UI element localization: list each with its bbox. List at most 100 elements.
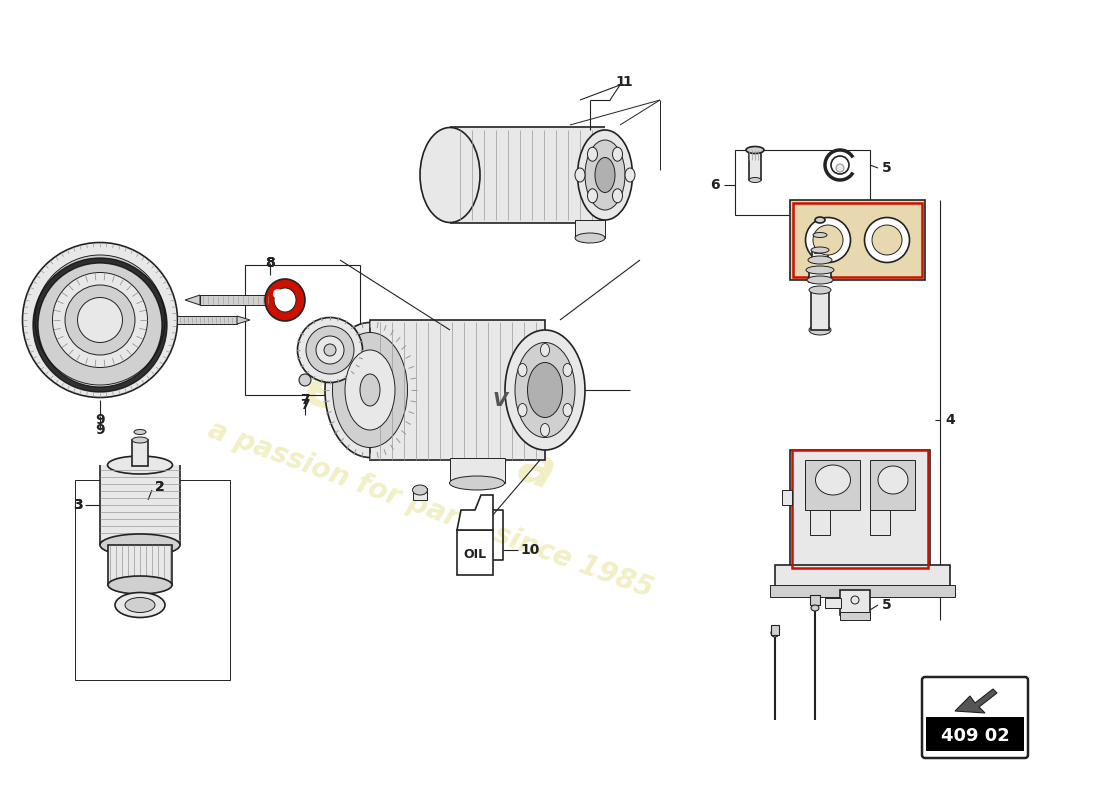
Ellipse shape	[540, 343, 550, 357]
Ellipse shape	[878, 466, 908, 494]
Ellipse shape	[518, 403, 527, 417]
Bar	[100, 465, 180, 545]
Bar	[771, 625, 779, 635]
Ellipse shape	[53, 273, 147, 367]
Ellipse shape	[872, 225, 902, 255]
Ellipse shape	[771, 629, 779, 637]
Bar	[815, 235, 825, 253]
Bar	[75, 480, 230, 680]
Ellipse shape	[585, 140, 625, 210]
Ellipse shape	[108, 456, 173, 474]
Text: 6: 6	[711, 178, 720, 192]
Ellipse shape	[273, 289, 283, 299]
Bar	[456, 530, 493, 575]
Bar	[926, 717, 1024, 751]
Ellipse shape	[265, 279, 305, 321]
Text: 5: 5	[882, 161, 892, 175]
Ellipse shape	[807, 276, 833, 284]
Bar	[810, 595, 820, 605]
Bar	[108, 545, 172, 585]
Bar	[790, 200, 925, 280]
Bar	[450, 458, 505, 483]
Ellipse shape	[108, 576, 172, 594]
Bar	[245, 265, 360, 395]
Ellipse shape	[316, 336, 344, 364]
Text: 7: 7	[300, 393, 310, 407]
Bar	[811, 290, 829, 330]
Ellipse shape	[100, 534, 180, 556]
Ellipse shape	[813, 225, 843, 255]
Text: 3: 3	[74, 498, 82, 512]
Ellipse shape	[125, 598, 155, 613]
Ellipse shape	[306, 326, 354, 374]
Ellipse shape	[587, 147, 597, 162]
Bar	[810, 510, 830, 535]
Bar	[805, 460, 860, 510]
Text: 7: 7	[300, 398, 310, 412]
Ellipse shape	[808, 256, 832, 264]
Polygon shape	[236, 316, 250, 324]
Bar	[177, 316, 236, 324]
Bar	[450, 127, 605, 223]
Bar	[793, 203, 922, 277]
Ellipse shape	[613, 189, 623, 202]
Ellipse shape	[613, 147, 623, 162]
Ellipse shape	[815, 217, 825, 223]
Ellipse shape	[865, 218, 910, 262]
Text: 409 02: 409 02	[940, 727, 1010, 746]
Bar	[735, 150, 870, 215]
Ellipse shape	[412, 485, 428, 495]
Bar	[782, 490, 792, 505]
Bar	[840, 612, 870, 620]
Bar	[808, 270, 830, 282]
Text: 2: 2	[155, 480, 165, 494]
Text: 5: 5	[882, 598, 892, 612]
Bar	[790, 450, 930, 570]
Ellipse shape	[563, 403, 572, 417]
Ellipse shape	[578, 130, 632, 220]
Ellipse shape	[450, 476, 505, 490]
Ellipse shape	[505, 330, 585, 450]
Ellipse shape	[575, 233, 605, 243]
Bar	[812, 250, 828, 262]
Circle shape	[299, 374, 311, 386]
Ellipse shape	[587, 189, 597, 202]
Ellipse shape	[815, 465, 850, 495]
Bar	[870, 460, 915, 510]
Ellipse shape	[518, 363, 527, 377]
Ellipse shape	[332, 333, 407, 447]
Bar	[776, 565, 950, 590]
Bar	[840, 590, 870, 615]
Ellipse shape	[420, 127, 480, 222]
Ellipse shape	[345, 350, 395, 430]
Bar	[825, 598, 842, 608]
Bar	[749, 150, 761, 180]
Text: OIL: OIL	[463, 549, 486, 562]
Text: 10: 10	[520, 543, 539, 557]
Ellipse shape	[540, 423, 550, 437]
Ellipse shape	[563, 363, 572, 377]
Ellipse shape	[746, 146, 764, 154]
Ellipse shape	[749, 178, 761, 182]
Ellipse shape	[813, 233, 827, 238]
Ellipse shape	[116, 593, 165, 618]
Ellipse shape	[134, 430, 146, 434]
Ellipse shape	[625, 168, 635, 182]
Polygon shape	[456, 495, 493, 530]
Bar	[200, 295, 275, 305]
Ellipse shape	[324, 322, 415, 458]
Bar	[792, 450, 928, 568]
Ellipse shape	[65, 285, 135, 355]
Ellipse shape	[528, 362, 562, 418]
Ellipse shape	[808, 325, 830, 335]
Ellipse shape	[324, 344, 336, 356]
Text: 4: 4	[945, 413, 955, 427]
Text: a passion for parts since 1985: a passion for parts since 1985	[204, 416, 657, 604]
Text: 9: 9	[96, 413, 104, 427]
Ellipse shape	[274, 288, 296, 312]
Ellipse shape	[806, 266, 834, 274]
Text: 8: 8	[265, 256, 275, 270]
Polygon shape	[955, 689, 997, 713]
Text: V: V	[493, 390, 507, 410]
Text: 3: 3	[74, 498, 82, 512]
